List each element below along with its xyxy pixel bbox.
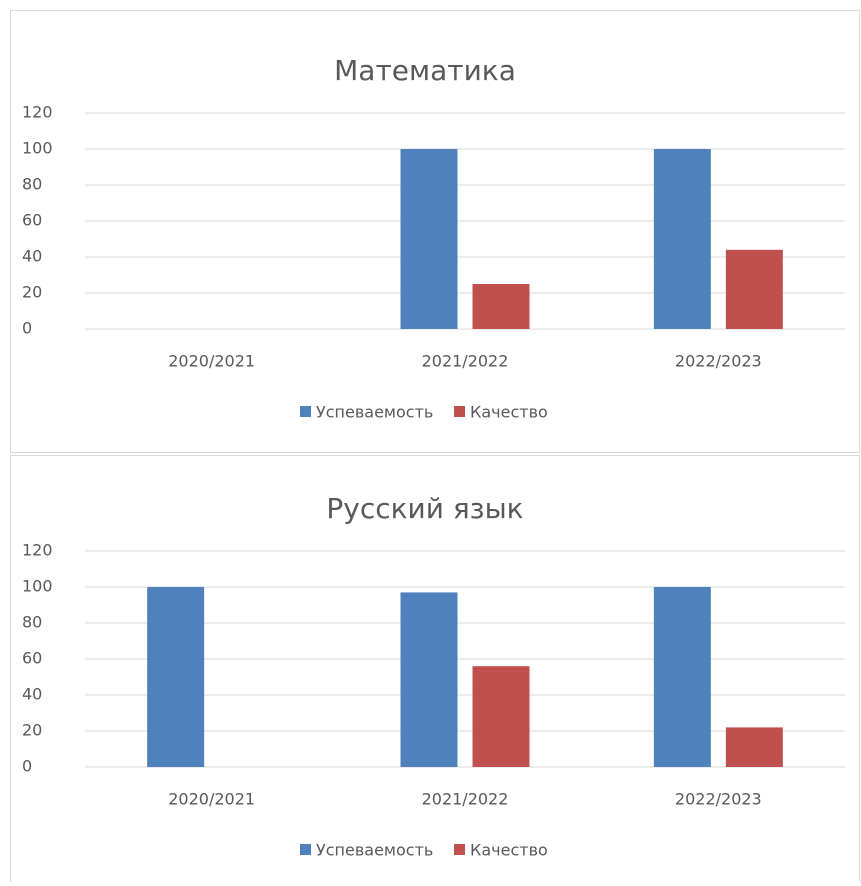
x-tick-label: 2022/2023	[675, 790, 762, 809]
legend-swatch	[454, 844, 465, 855]
x-tick-label: 2021/2022	[422, 790, 509, 809]
x-tick-label: 2020/2021	[168, 790, 255, 809]
y-tick-label: 80	[22, 613, 42, 632]
bar	[400, 592, 458, 767]
bar	[653, 587, 711, 767]
bar	[400, 149, 458, 329]
y-tick-label: 20	[22, 283, 42, 302]
y-tick-label: 120	[22, 541, 53, 560]
x-tick-label: 2020/2021	[168, 352, 255, 371]
legend-label: Качество	[470, 841, 548, 860]
legend-swatch	[454, 406, 465, 417]
y-tick-label: 120	[22, 103, 53, 122]
y-tick-label: 40	[22, 685, 42, 704]
y-tick-label: 0	[22, 757, 32, 776]
bar	[653, 149, 711, 329]
bar	[725, 727, 783, 767]
y-tick-label: 100	[22, 139, 53, 158]
bar	[472, 284, 530, 329]
legend-swatch	[300, 844, 311, 855]
legend-swatch	[300, 406, 311, 417]
x-tick-label: 2022/2023	[675, 352, 762, 371]
y-tick-label: 60	[22, 649, 42, 668]
y-tick-label: 80	[22, 175, 42, 194]
y-tick-label: 0	[22, 319, 32, 338]
x-tick-label: 2021/2022	[422, 352, 509, 371]
bar	[725, 249, 783, 329]
y-tick-label: 60	[22, 211, 42, 230]
bar	[147, 587, 205, 767]
legend-label: Качество	[470, 403, 548, 422]
y-tick-label: 40	[22, 247, 42, 266]
chart-title: Русский язык	[326, 492, 523, 525]
y-tick-label: 20	[22, 721, 42, 740]
legend-label: Успеваемость	[316, 841, 433, 860]
legend-label: Успеваемость	[316, 403, 433, 422]
bar	[472, 666, 530, 767]
chart-title: Математика	[334, 54, 516, 87]
y-tick-label: 100	[22, 577, 53, 596]
